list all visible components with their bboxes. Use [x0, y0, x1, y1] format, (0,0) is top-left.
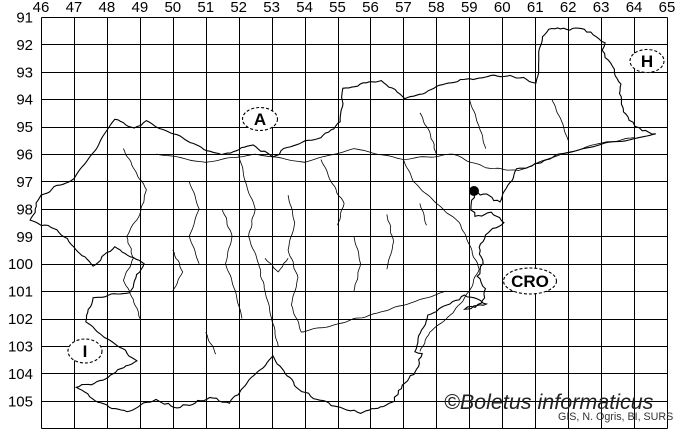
- svg-text:92: 92: [16, 37, 33, 54]
- svg-text:103: 103: [8, 338, 33, 355]
- svg-text:52: 52: [230, 0, 247, 16]
- svg-text:94: 94: [16, 92, 33, 109]
- svg-text:93: 93: [16, 64, 33, 81]
- svg-text:60: 60: [494, 0, 511, 16]
- svg-text:A: A: [254, 110, 266, 129]
- svg-text:H: H: [641, 52, 653, 71]
- svg-text:50: 50: [164, 0, 181, 16]
- svg-text:65: 65: [659, 0, 676, 16]
- svg-text:102: 102: [8, 311, 33, 328]
- svg-text:53: 53: [263, 0, 280, 16]
- svg-text:104: 104: [8, 366, 33, 383]
- svg-text:46: 46: [33, 0, 50, 16]
- svg-text:55: 55: [329, 0, 346, 16]
- svg-text:99: 99: [16, 229, 33, 246]
- svg-text:56: 56: [362, 0, 379, 16]
- svg-text:64: 64: [626, 0, 643, 16]
- svg-text:100: 100: [8, 256, 33, 273]
- svg-text:98: 98: [16, 201, 33, 218]
- svg-text:61: 61: [527, 0, 544, 16]
- svg-text:58: 58: [428, 0, 445, 16]
- svg-text:CRO: CRO: [511, 272, 549, 291]
- svg-text:97: 97: [16, 174, 33, 191]
- svg-text:54: 54: [296, 0, 313, 16]
- svg-text:51: 51: [197, 0, 214, 16]
- svg-text:62: 62: [560, 0, 577, 16]
- svg-text:63: 63: [593, 0, 610, 16]
- svg-text:GIS, N. Ogris, BI, SURS: GIS, N. Ogris, BI, SURS: [558, 411, 673, 423]
- svg-text:57: 57: [395, 0, 412, 16]
- svg-text:95: 95: [16, 119, 33, 136]
- svg-text:47: 47: [66, 0, 83, 16]
- svg-text:48: 48: [99, 0, 116, 16]
- svg-text:91: 91: [16, 10, 33, 27]
- svg-text:49: 49: [131, 0, 148, 16]
- svg-text:59: 59: [461, 0, 478, 16]
- svg-text:I: I: [83, 342, 88, 361]
- svg-text:105: 105: [8, 393, 33, 410]
- svg-text:101: 101: [8, 284, 33, 301]
- svg-text:96: 96: [16, 147, 33, 164]
